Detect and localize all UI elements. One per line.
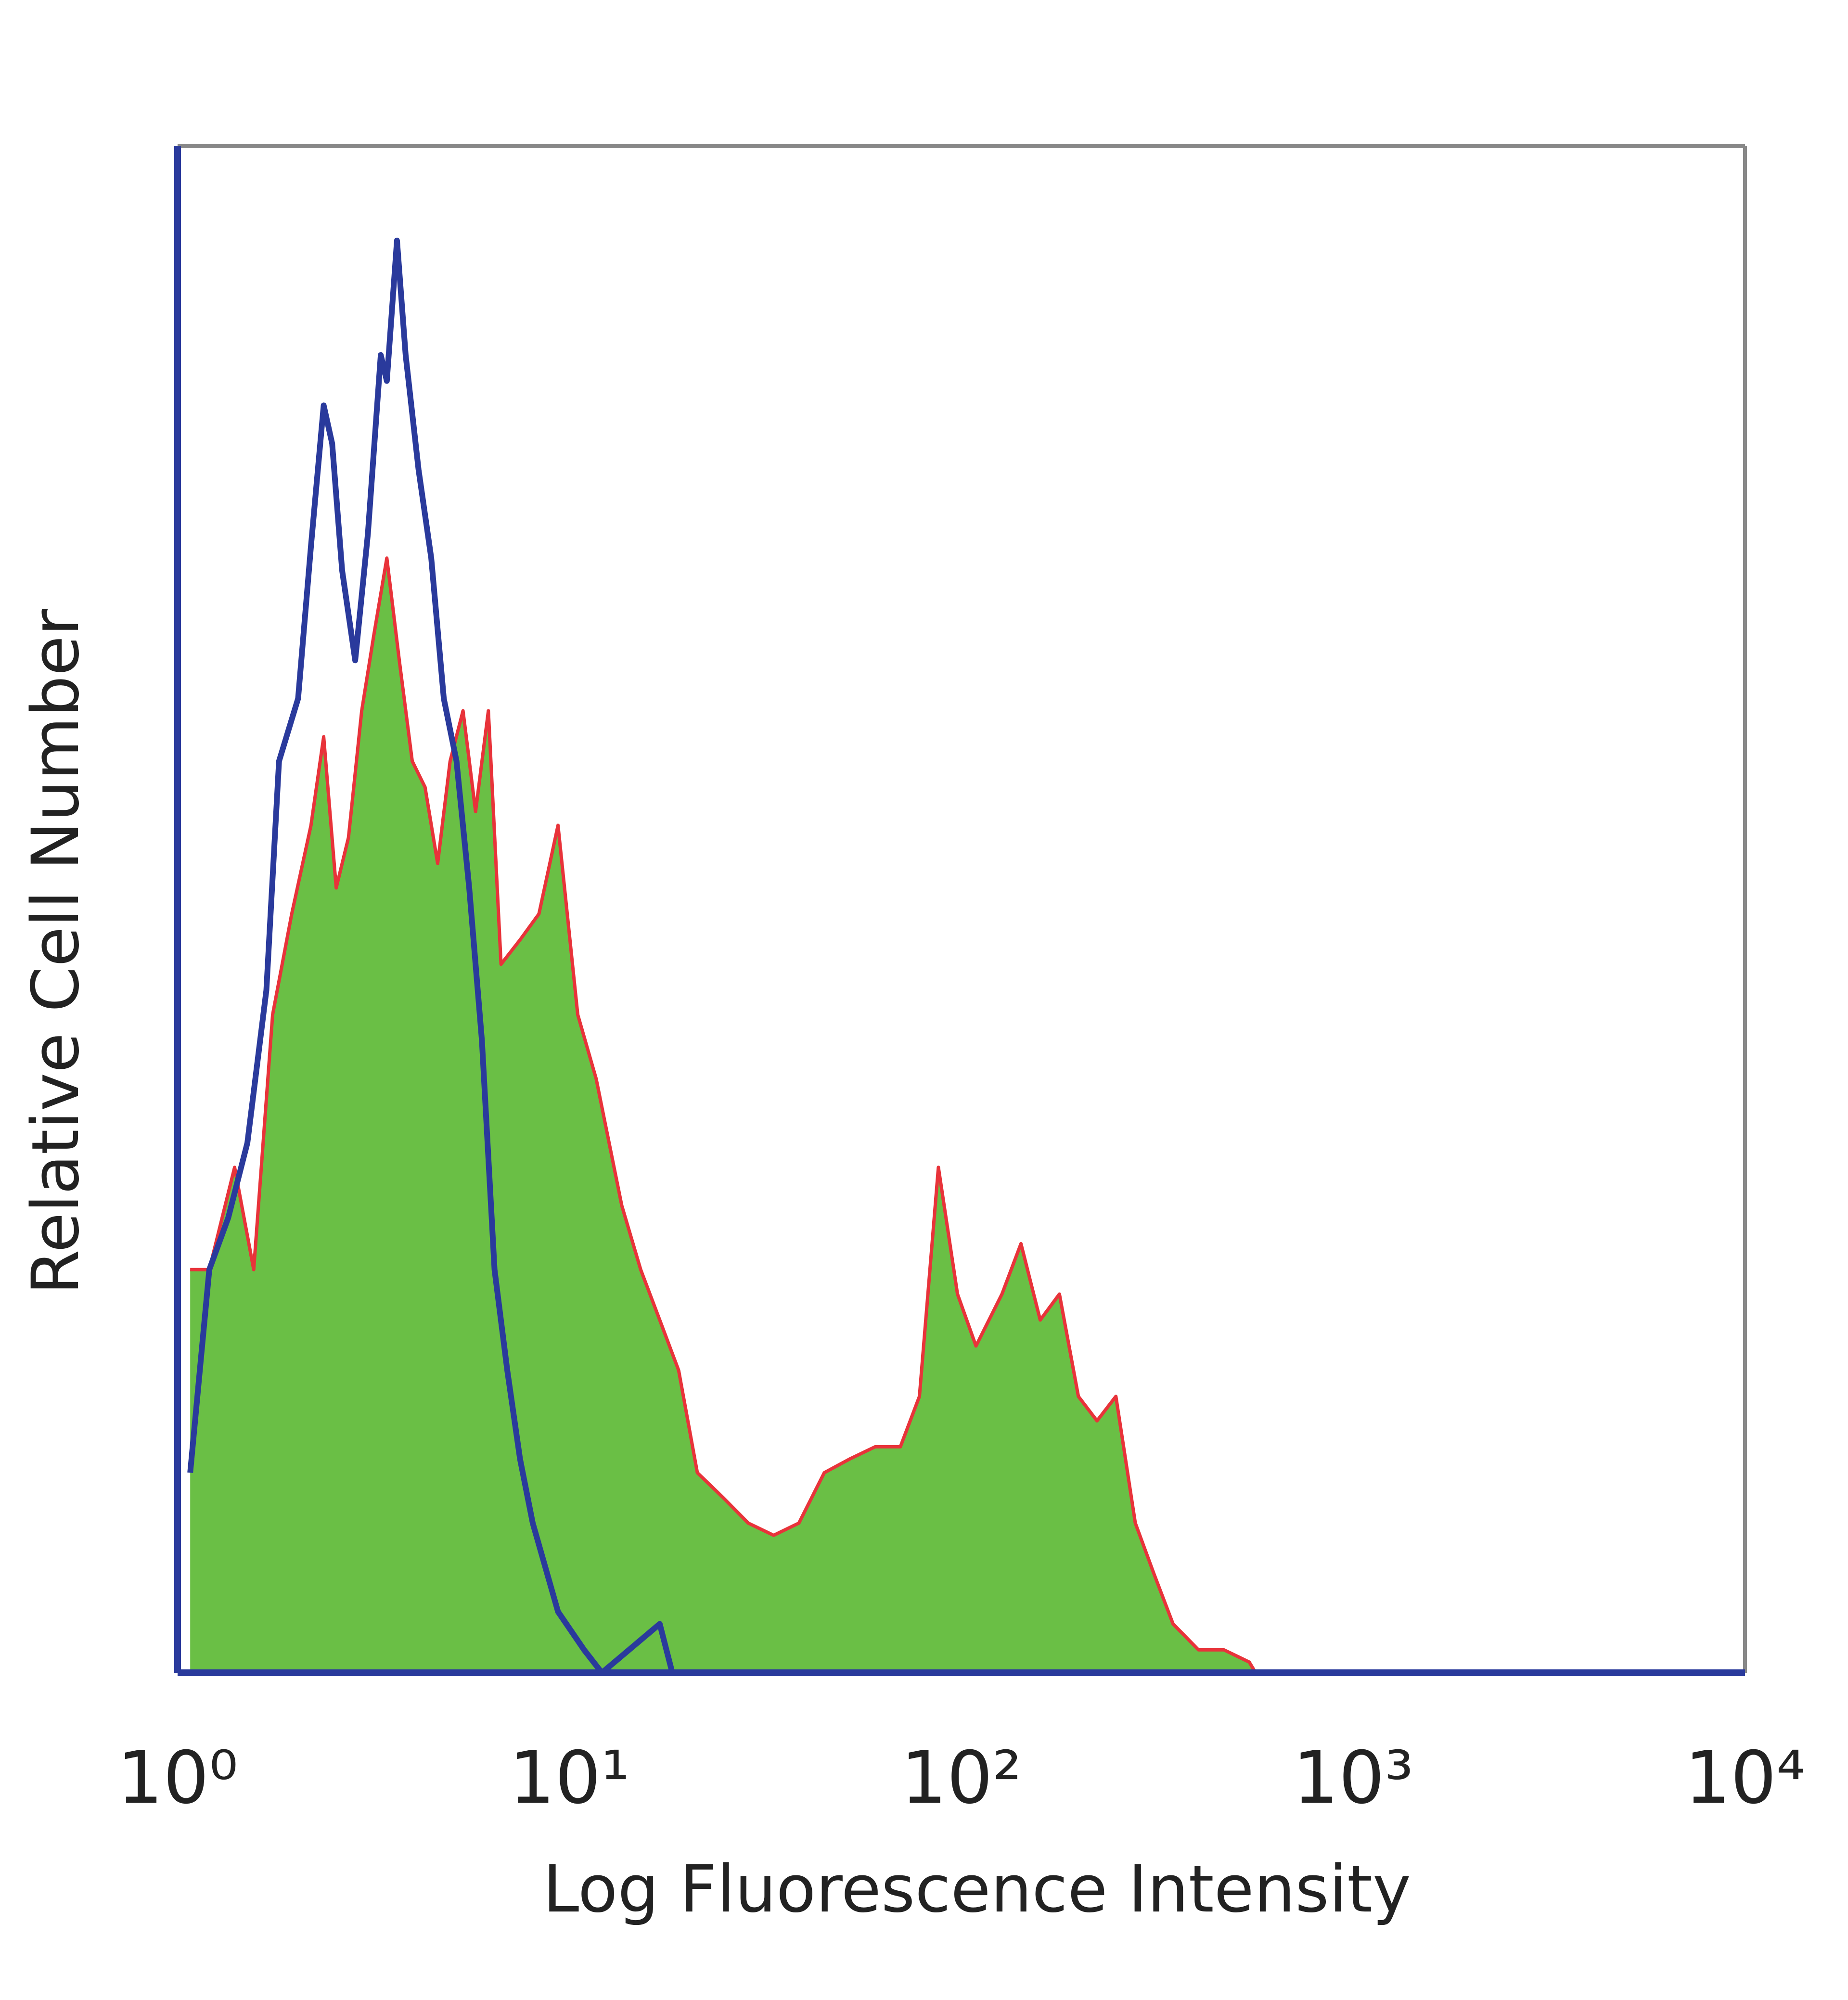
- x-axis-label: Log Fluorescence Intensity: [543, 1851, 1411, 1927]
- x-tick-label: 10¹: [509, 1736, 630, 1820]
- histogram-edge: [190, 556, 1258, 1674]
- histogram-area: [190, 558, 1256, 1673]
- x-tick-label: 10²: [901, 1736, 1022, 1820]
- x-tick-label: 10⁴: [1684, 1736, 1805, 1820]
- y-axis-label: Relative Cell Number: [18, 609, 93, 1295]
- x-tick-label: 10³: [1293, 1736, 1413, 1820]
- histogram-line: [187, 237, 675, 1676]
- x-tick-label: 10⁰: [117, 1736, 238, 1820]
